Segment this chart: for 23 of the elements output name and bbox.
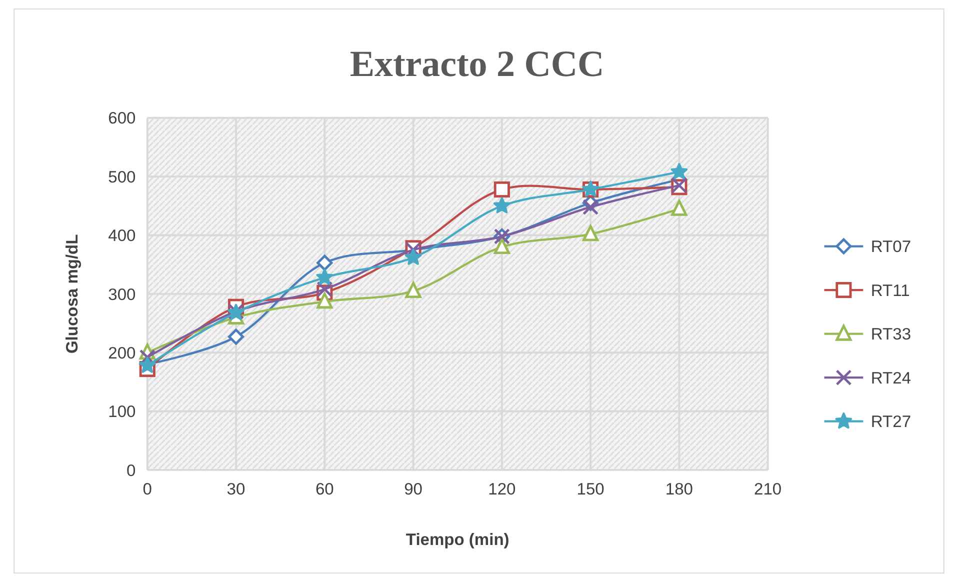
y-tick-label: 200 (108, 343, 136, 362)
legend-label: RT24 (870, 368, 912, 388)
y-tick-label: 100 (108, 402, 136, 422)
y-axis-title: Glucosa mg/dL (62, 234, 82, 354)
x-tick-label: 60 (315, 479, 334, 498)
x-tick-label: 120 (488, 479, 516, 498)
x-tick-label: 30 (226, 479, 246, 498)
x-tick-label: 90 (404, 479, 422, 498)
x-axis-title: Tiempo (min) (406, 530, 510, 549)
y-tick-label: 600 (108, 108, 136, 128)
x-tick-label: 0 (142, 479, 152, 498)
legend-label: RT27 (870, 412, 912, 432)
y-tick-label: 300 (108, 284, 136, 304)
legend-label: RT07 (870, 237, 912, 256)
x-tick-label: 150 (576, 479, 604, 498)
x-tick-label: 180 (665, 479, 693, 498)
y-tick-label: 400 (108, 226, 136, 246)
legend-label: RT33 (870, 324, 912, 344)
y-tick-label: 0 (126, 460, 136, 480)
y-tick-label: 500 (108, 167, 136, 186)
x-tick-label: 210 (754, 479, 782, 498)
chart-title: Extracto 2 CCC (350, 43, 604, 84)
legend-label: RT11 (870, 280, 910, 300)
